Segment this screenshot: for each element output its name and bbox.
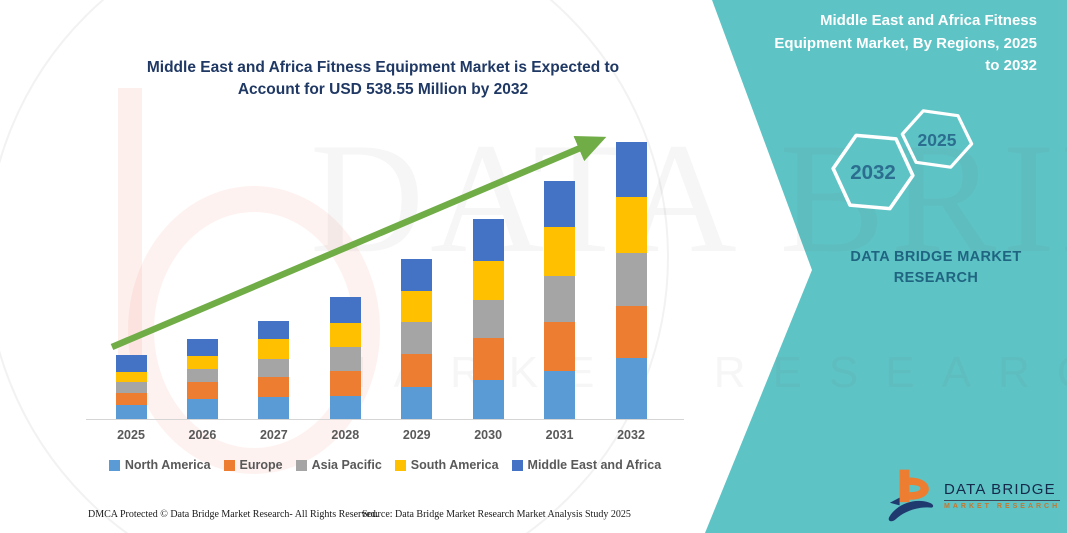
legend-swatch: [223, 459, 235, 471]
bar-segment: [544, 227, 576, 276]
legend-item: North America: [108, 458, 211, 472]
x-axis-line: [86, 419, 684, 420]
stacked-bar-2025: [115, 354, 147, 419]
bar-segment: [186, 369, 218, 383]
legend-item: Asia Pacific: [295, 458, 382, 472]
bar-segment: [329, 322, 361, 348]
x-tick-label: 2032: [617, 428, 645, 442]
bar-segment: [186, 399, 218, 419]
stacked-bar-2030: [472, 219, 504, 419]
logo-name-bottom: MARKET RESEARCH: [944, 502, 1061, 510]
databridge-logo: DATA BRIDGE MARKET RESEARCH: [884, 467, 1061, 523]
legend-label: Europe: [239, 458, 283, 472]
bar-segment: [115, 405, 147, 419]
bar-segment: [615, 358, 647, 419]
legend-swatch: [394, 459, 406, 471]
hexagon-2032-label: 2032: [850, 161, 896, 184]
stacked-bar-2029: [401, 258, 433, 419]
bar-segment: [544, 322, 576, 371]
chart-title-line1: Middle East and Africa Fitness Equipment…: [146, 59, 620, 76]
side-panel-title-line1: Middle East and Africa Fitness: [820, 12, 1037, 29]
x-axis-labels: 2025 2026 2027 2028 2029 2030 2031 2032: [88, 428, 682, 448]
bar-segment: [401, 354, 433, 388]
legend-swatch: [295, 459, 307, 471]
bar-segment: [472, 219, 504, 262]
bar-segment: [472, 261, 504, 301]
databridge-logo-icon: [888, 469, 934, 522]
legend-item: Middle East and Africa: [511, 458, 662, 472]
stacked-bar-2026: [186, 339, 218, 419]
stacked-bar-2028: [329, 296, 361, 419]
legend-swatch: [511, 459, 523, 471]
x-tick-label: 2031: [545, 428, 574, 442]
side-panel-title: Middle East and Africa Fitness Equipment…: [702, 10, 1037, 78]
x-tick-label: 2025: [117, 428, 145, 442]
bar-segment: [186, 382, 218, 400]
legend-label: North America: [124, 458, 211, 472]
bar-segment: [258, 359, 290, 378]
bar-segment: [401, 322, 433, 354]
bar-segment: [258, 320, 290, 340]
hexagon-2032: [831, 133, 915, 211]
bar-segment: [472, 380, 504, 419]
side-panel-title-line2: Equipment Market, By Regions, 2025: [774, 34, 1037, 52]
side-panel-title-line3: to 2032: [985, 57, 1037, 74]
x-tick-label: 2030: [474, 428, 503, 442]
logo-name-top: DATA BRIDGE: [944, 481, 1061, 501]
bar-segment: [544, 370, 576, 419]
stacked-bar-2032: [615, 142, 647, 419]
legend-label: Asia Pacific: [311, 458, 382, 472]
bar-segment: [329, 347, 361, 371]
bar-segment: [258, 377, 290, 398]
chart-title-line2: Account for USD 538.55 Million by 2032: [237, 81, 529, 99]
bar-segment: [401, 387, 433, 419]
bar-segment: [186, 355, 218, 370]
databridge-logo-name: DATA BRIDGE MARKET RESEARCH: [944, 481, 1061, 510]
stacked-bar-2027: [258, 320, 290, 419]
bar-segment: [186, 339, 218, 356]
chart-title: Middle East and Africa Fitness Equipment…: [113, 57, 653, 102]
plot-area: [88, 130, 682, 419]
legend-swatch: [108, 459, 120, 471]
x-tick-label: 2028: [331, 428, 360, 442]
bar-segment: [472, 338, 504, 380]
bar-segment: [401, 258, 433, 291]
bar-segment: [329, 370, 361, 396]
legend-label: South America: [410, 458, 499, 472]
bar-segment: [401, 290, 433, 323]
brand-wordmark: DATA BRIDGE MARKET RESEARCH: [820, 247, 1052, 289]
bar-segment: [258, 397, 290, 419]
footer-source-text: Source: Data Bridge Market Research Mark…: [362, 509, 631, 520]
legend-item: South America: [394, 458, 499, 472]
bar-segment: [544, 180, 576, 228]
bar-segment: [115, 393, 147, 406]
bar-segment: [115, 371, 147, 382]
hexagon-2025: [900, 109, 974, 169]
legend: North America Europe Asia Pacific South Ame…: [88, 458, 682, 472]
legend-label: Middle East and Africa: [527, 458, 662, 472]
hexagon-2025-label: 2025: [918, 130, 957, 150]
legend-item: Europe: [223, 458, 283, 472]
bar-segment: [472, 300, 504, 339]
bar-segment: [329, 395, 361, 419]
bar-segment: [258, 339, 290, 360]
x-tick-label: 2029: [402, 428, 431, 442]
bar-segment: [115, 381, 147, 394]
bar-segment: [615, 305, 647, 358]
brand-wordmark-line2: RESEARCH: [893, 270, 979, 287]
footer-dmca-text: DMCA Protected © Data Bridge Market Rese…: [88, 509, 379, 520]
bar-segment: [615, 252, 647, 306]
bar-segment: [329, 296, 361, 323]
stacked-bar-2031: [544, 180, 576, 419]
x-tick-label: 2027: [259, 428, 288, 442]
x-tick-label: 2026: [188, 428, 217, 442]
bar-segment: [615, 196, 647, 253]
brand-wordmark-line1: DATA BRIDGE MARKET: [850, 249, 1022, 265]
hexagon-badges: 2025 2032: [831, 109, 974, 211]
bar-segment: [615, 142, 647, 197]
bar-segment: [544, 275, 576, 323]
bar-segment: [115, 354, 147, 372]
